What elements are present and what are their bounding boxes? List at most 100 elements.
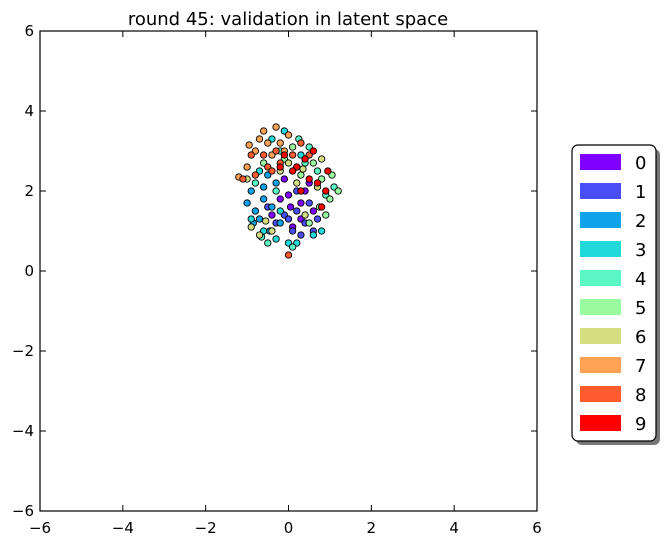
point-class-9: [313, 179, 322, 187]
point-class-2: [259, 183, 268, 191]
point-class-9: [309, 147, 317, 155]
legend-swatch-9: [580, 415, 621, 431]
legend-label: 2: [635, 211, 646, 232]
legend-swatch-2: [580, 212, 621, 228]
point-class-7: [272, 123, 280, 131]
legend-swatch-7: [580, 357, 621, 373]
point-class-8: [239, 175, 247, 183]
point-class-0: [276, 195, 284, 203]
point-class-7: [243, 163, 251, 171]
legend-label: 6: [635, 327, 646, 348]
point-class-8: [259, 151, 268, 159]
legend-swatch-1: [580, 183, 621, 199]
point-class-4: [251, 179, 260, 187]
point-class-0: [286, 203, 295, 211]
point-class-3: [272, 235, 280, 243]
point-class-9: [322, 187, 330, 195]
point-class-7: [276, 139, 284, 147]
legend-label: 8: [635, 385, 646, 406]
point-class-7: [245, 141, 253, 149]
point-class-5: [326, 195, 334, 203]
point-class-1: [284, 215, 293, 223]
legend: 0 1 2 3 4 5 6 7 8 9: [571, 144, 660, 445]
point-class-3: [309, 231, 317, 239]
point-class-5: [334, 187, 342, 195]
legend-swatch-8: [580, 386, 621, 402]
point-class-2: [268, 203, 276, 211]
y-tick-label: −4: [12, 422, 34, 440]
y-tick-label: −6: [12, 502, 34, 520]
point-class-0: [297, 199, 305, 207]
legend-swatch-3: [580, 241, 621, 257]
point-class-0: [268, 211, 276, 219]
x-tick-label: 2: [367, 519, 377, 537]
plot-area-frame: [39, 30, 538, 512]
x-tick-label: −2: [195, 519, 217, 537]
point-class-3: [247, 215, 255, 223]
x-tick-label: 6: [532, 519, 542, 537]
point-class-1: [293, 207, 301, 215]
point-class-7: [259, 127, 268, 135]
legend-label: 3: [635, 240, 646, 261]
axis-ticks: −6 −4 −2 0 2 4 6 6 4 2 0 −2 −4 −6: [12, 22, 542, 537]
x-tick-label: 0: [284, 519, 294, 537]
point-class-8: [268, 167, 276, 175]
point-class-7: [255, 135, 264, 143]
point-class-9: [288, 167, 297, 175]
point-class-5: [309, 159, 317, 167]
point-class-5: [322, 211, 330, 219]
point-class-6: [247, 223, 255, 231]
point-class-8: [297, 139, 305, 147]
point-class-6: [317, 155, 326, 163]
point-class-2: [259, 195, 268, 203]
point-class-4: [288, 243, 297, 251]
x-tick-label: −4: [112, 519, 134, 537]
legend-swatch-0: [580, 154, 621, 170]
point-class-5: [305, 219, 313, 227]
point-class-1: [313, 215, 322, 223]
point-class-5: [288, 143, 297, 151]
y-tick-label: 6: [24, 22, 34, 40]
point-class-0: [280, 175, 289, 183]
legend-label: 0: [635, 153, 646, 174]
point-class-9: [317, 203, 326, 211]
legend-label: 1: [635, 182, 646, 203]
point-class-9: [297, 187, 305, 195]
point-class-9: [301, 155, 309, 163]
point-class-0: [309, 207, 317, 215]
y-tick-label: −2: [12, 342, 34, 360]
point-class-3: [317, 227, 326, 235]
point-class-1: [297, 231, 305, 239]
legend-swatch-5: [580, 299, 621, 315]
point-class-9: [280, 151, 289, 159]
x-tick-label: −6: [29, 519, 51, 537]
point-class-9: [305, 175, 313, 183]
point-class-3: [276, 207, 284, 215]
legend-label: 9: [635, 414, 646, 435]
point-class-2: [243, 199, 251, 207]
point-class-7: [284, 131, 293, 139]
point-class-2: [251, 207, 260, 215]
point-class-2: [247, 187, 255, 195]
point-class-9: [276, 163, 284, 171]
point-class-6: [299, 165, 307, 173]
legend-label: 7: [635, 356, 646, 377]
point-class-6: [284, 159, 293, 167]
point-class-2: [272, 179, 280, 187]
point-class-9: [324, 167, 332, 175]
point-class-6: [301, 211, 309, 219]
point-class-6: [262, 217, 270, 225]
x-tick-label: 4: [449, 519, 459, 537]
point-class-5: [297, 171, 305, 179]
legend-label: 4: [635, 269, 646, 290]
point-class-7: [264, 139, 272, 147]
point-class-4: [264, 239, 272, 247]
point-class-2: [276, 219, 284, 227]
point-class-4: [272, 187, 280, 195]
point-class-6: [255, 231, 264, 239]
chart-title: round 45: validation in latent space: [128, 9, 448, 30]
point-class-4: [313, 167, 322, 175]
point-class-8: [272, 147, 280, 155]
y-tick-label: 4: [24, 102, 34, 120]
